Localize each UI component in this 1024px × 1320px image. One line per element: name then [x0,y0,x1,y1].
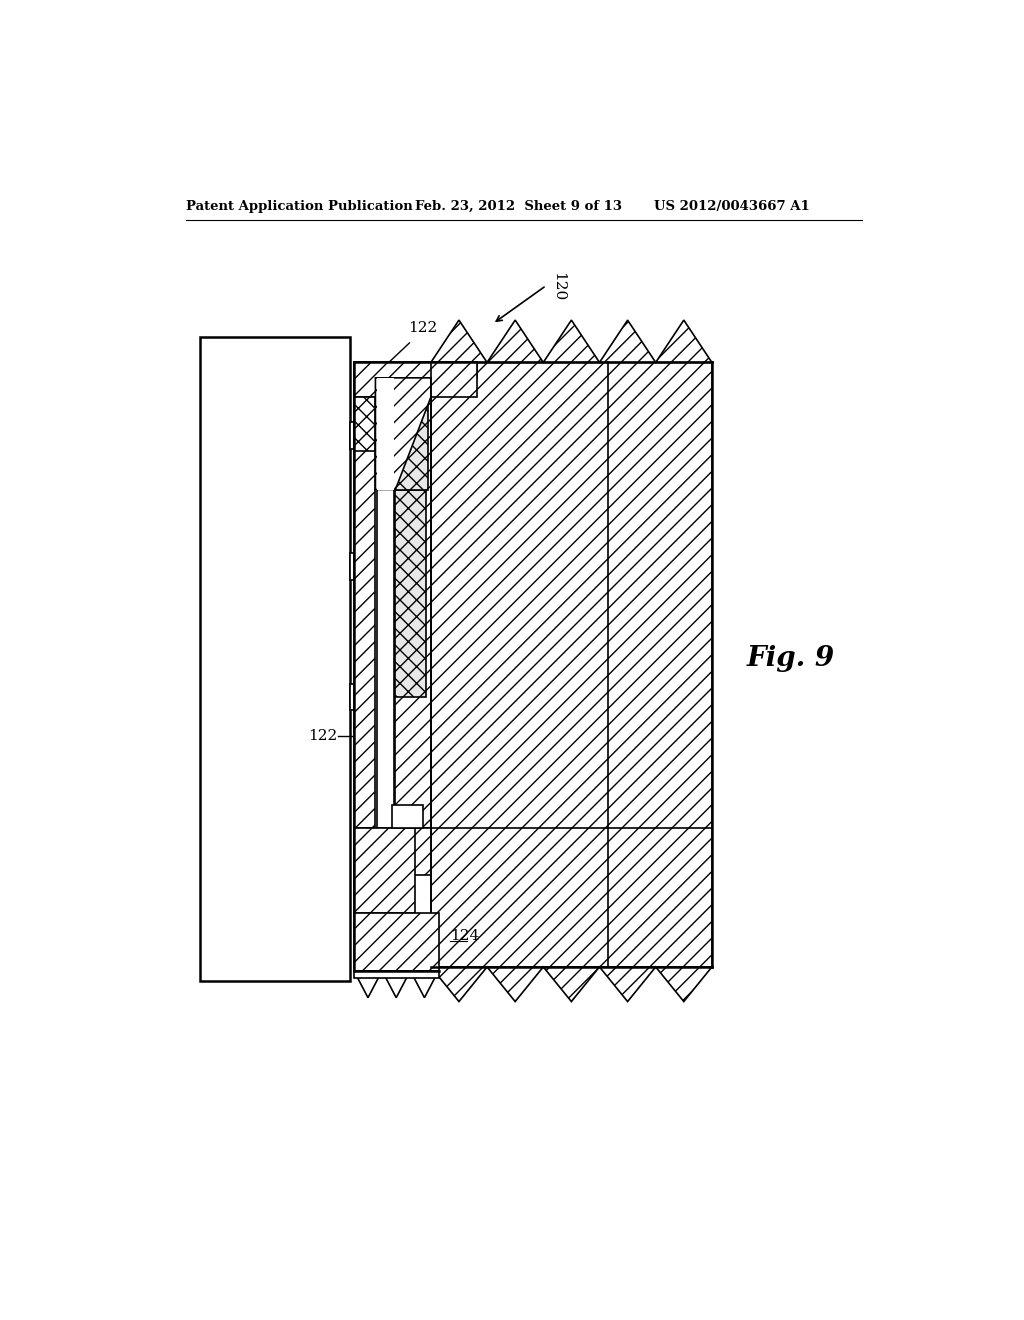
Bar [350,684,364,710]
Bar [200,337,350,981]
Text: US 2012/0043667 A1: US 2012/0043667 A1 [654,199,810,213]
Bar [350,422,364,449]
Bar [431,363,712,966]
Bar [354,829,376,898]
Polygon shape [354,970,438,998]
Bar [354,913,438,970]
Bar [354,363,477,397]
Text: Feb. 23, 2012  Sheet 9 of 13: Feb. 23, 2012 Sheet 9 of 13 [416,199,623,213]
Bar [377,378,394,397]
Polygon shape [376,378,431,490]
Text: Patent Application Publication: Patent Application Publication [186,199,413,213]
Bar [395,363,431,829]
Text: 122: 122 [307,729,337,743]
Bar [354,970,438,978]
Bar [377,378,394,490]
Bar [377,378,394,829]
Polygon shape [431,321,712,363]
Bar [395,829,431,875]
Text: 122: 122 [408,321,437,335]
Polygon shape [431,966,712,1002]
Bar [350,553,364,579]
Bar [354,397,376,451]
Text: Fig. 9: Fig. 9 [746,645,835,672]
Text: 120: 120 [551,272,565,301]
Bar [395,397,428,490]
Text: 124: 124 [451,929,479,942]
Bar [354,378,376,829]
Bar [354,829,416,913]
Bar [354,363,477,378]
Bar [392,805,423,829]
Bar [395,490,426,697]
